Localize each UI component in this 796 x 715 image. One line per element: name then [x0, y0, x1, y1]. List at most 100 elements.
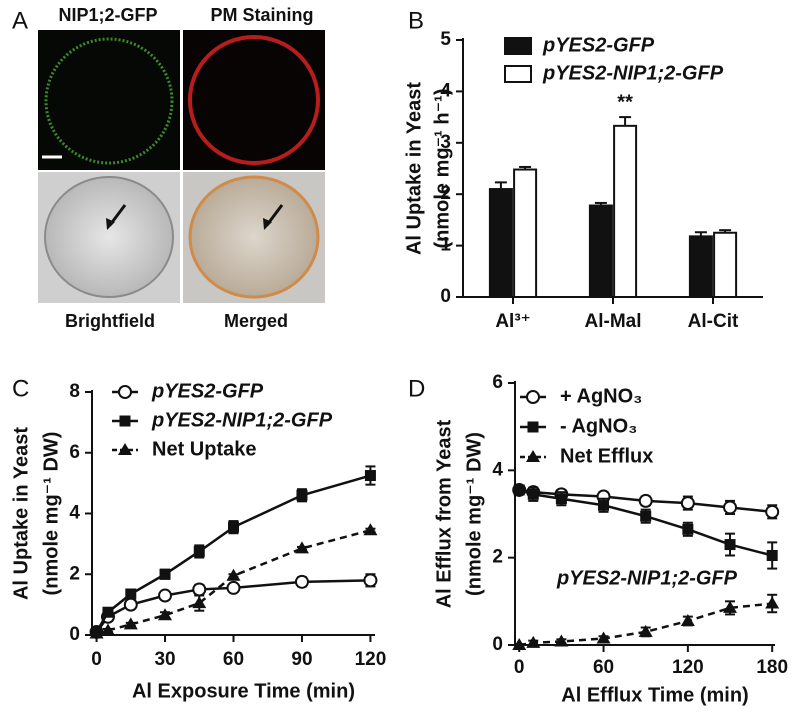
- y-tick-label: 0: [492, 634, 503, 655]
- marker: [294, 574, 309, 589]
- marker: [363, 523, 378, 536]
- legend-label: + AgNO₃: [560, 385, 642, 407]
- panel-letter: C: [12, 375, 29, 402]
- marker: [123, 617, 138, 630]
- marker: [294, 541, 309, 554]
- y-tick-label: 2: [440, 183, 451, 204]
- marker: [192, 596, 207, 609]
- marker: [598, 499, 610, 511]
- marker: [682, 523, 694, 535]
- x-tick-label: 0: [514, 657, 525, 678]
- image-title: NIP1;2-GFP: [58, 5, 157, 25]
- series-line: [95, 474, 371, 633]
- bar: [713, 231, 738, 298]
- marker: [158, 608, 173, 621]
- y-tick-label: 0: [69, 624, 80, 645]
- x-tick-label: Al-Cit: [688, 311, 739, 332]
- marker: [640, 510, 652, 522]
- x-axis-label: Al Efflux Time (min): [561, 684, 748, 706]
- marker: [296, 489, 308, 501]
- panel-letter: A: [12, 7, 28, 34]
- legend-marker: [526, 450, 540, 462]
- arrow-head: [263, 218, 272, 230]
- legend-label: pYES2-GFP: [151, 380, 264, 402]
- marker: [226, 568, 241, 581]
- marker: [192, 582, 207, 597]
- y-tick-label: 8: [69, 381, 80, 402]
- y-tick-label: 6: [69, 442, 80, 463]
- panel-letter: B: [408, 7, 424, 34]
- legend-marker: [118, 385, 132, 399]
- y-tick-label: 2: [492, 547, 503, 568]
- marker: [193, 545, 205, 557]
- panel-letter: D: [408, 375, 425, 402]
- merged-cell: [188, 175, 320, 299]
- y-tick-label: 3: [440, 132, 451, 153]
- brightfield-cell: [44, 176, 174, 298]
- x-tick-label: Al³⁺: [495, 311, 530, 332]
- marker: [765, 504, 780, 519]
- marker: [638, 624, 653, 637]
- y-tick-label: 6: [492, 372, 503, 393]
- bar: [513, 168, 538, 298]
- x-tick-label: 60: [593, 657, 614, 678]
- marker: [512, 638, 527, 650]
- legend-marker: [119, 415, 131, 427]
- legend-marker: [118, 443, 132, 455]
- x-tick-label: 180: [756, 657, 788, 678]
- y-tick-label: 1: [440, 235, 451, 256]
- legend-label: pYES2-NIP1;2-GFP: [542, 62, 724, 84]
- marker: [723, 600, 738, 613]
- marker: [680, 613, 695, 626]
- marker: [123, 597, 138, 612]
- marker: [554, 634, 569, 647]
- y-axis-label: Al Uptake in Yeast: [10, 427, 32, 600]
- y-axis-label: (nmole mg⁻¹ DW): [40, 432, 62, 596]
- legend-label: - AgNO₃: [560, 415, 637, 437]
- y-axis-label: Al Efflux from Yeast: [433, 419, 455, 608]
- marker: [363, 573, 378, 588]
- y-tick-label: 4: [69, 503, 80, 524]
- y-tick-label: 5: [440, 29, 451, 50]
- legend-swatch: [504, 37, 532, 55]
- marker: [555, 493, 567, 505]
- x-tick-label: 60: [223, 649, 244, 670]
- image-caption: Merged: [224, 311, 288, 331]
- x-tick-label: Al-Mal: [585, 311, 642, 332]
- legend-label: Net Uptake: [152, 438, 256, 460]
- marker: [513, 484, 525, 496]
- bar: [613, 124, 638, 298]
- marker: [596, 631, 611, 644]
- image-caption: Brightfield: [65, 311, 155, 331]
- x-tick-label: 120: [355, 649, 387, 670]
- marker: [680, 496, 695, 511]
- marker: [226, 580, 241, 595]
- series-line: [519, 602, 773, 647]
- annotation: **: [617, 91, 633, 113]
- y-axis-label: (nmole mg⁻¹ h⁻¹): [431, 89, 453, 249]
- bar: [688, 235, 713, 299]
- marker: [638, 493, 653, 508]
- image-title: PM Staining: [211, 5, 314, 25]
- pm-image: [183, 30, 325, 170]
- legend-label: pYES2-NIP1;2-GFP: [151, 409, 333, 431]
- legend-swatch: [504, 65, 532, 83]
- arrow-head: [106, 218, 115, 230]
- pm-ring: [188, 35, 320, 165]
- marker: [723, 500, 738, 515]
- marker: [159, 568, 171, 580]
- x-tick-label: 90: [291, 649, 312, 670]
- marker: [364, 470, 376, 482]
- x-tick-label: 30: [154, 649, 175, 670]
- panel-a-images: [38, 30, 325, 303]
- legend-label: pYES2-GFP: [542, 34, 655, 56]
- y-tick-label: 4: [440, 80, 451, 101]
- marker: [125, 588, 137, 600]
- gfp-image: [38, 30, 180, 170]
- legend-marker: [526, 390, 540, 404]
- y-tick-label: 2: [69, 563, 80, 584]
- marker: [724, 539, 736, 551]
- y-axis-label: (nmole mg⁻¹ DW): [463, 432, 485, 596]
